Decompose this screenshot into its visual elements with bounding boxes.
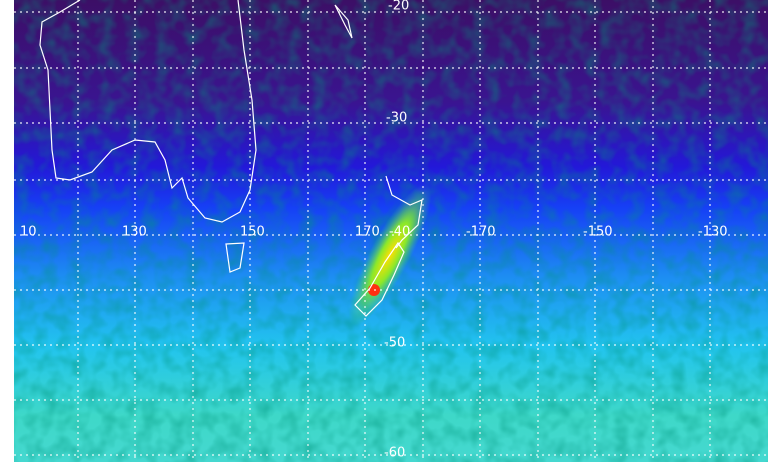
latitude-label: -40 xyxy=(389,225,410,240)
longitude-label: 130 xyxy=(122,225,147,240)
latitude-label: -30 xyxy=(386,111,407,126)
page: {"map": {"latitude_labels": ["-20", "-30… xyxy=(0,0,773,462)
longitude-label: 10 xyxy=(20,225,37,240)
longitude-label: -150 xyxy=(583,225,613,240)
latitude-label: -20 xyxy=(388,0,409,14)
longitude-label: -170 xyxy=(466,225,496,240)
latitude-label: -60 xyxy=(384,446,405,461)
longitude-label: -130 xyxy=(698,225,728,240)
longitude-label: 150 xyxy=(240,225,265,240)
map: -20 -30 -40 -50 -60 10 130 150 170 -170 … xyxy=(0,0,773,462)
latitude-label: -50 xyxy=(384,336,405,351)
longitude-label: 170 xyxy=(355,225,380,240)
